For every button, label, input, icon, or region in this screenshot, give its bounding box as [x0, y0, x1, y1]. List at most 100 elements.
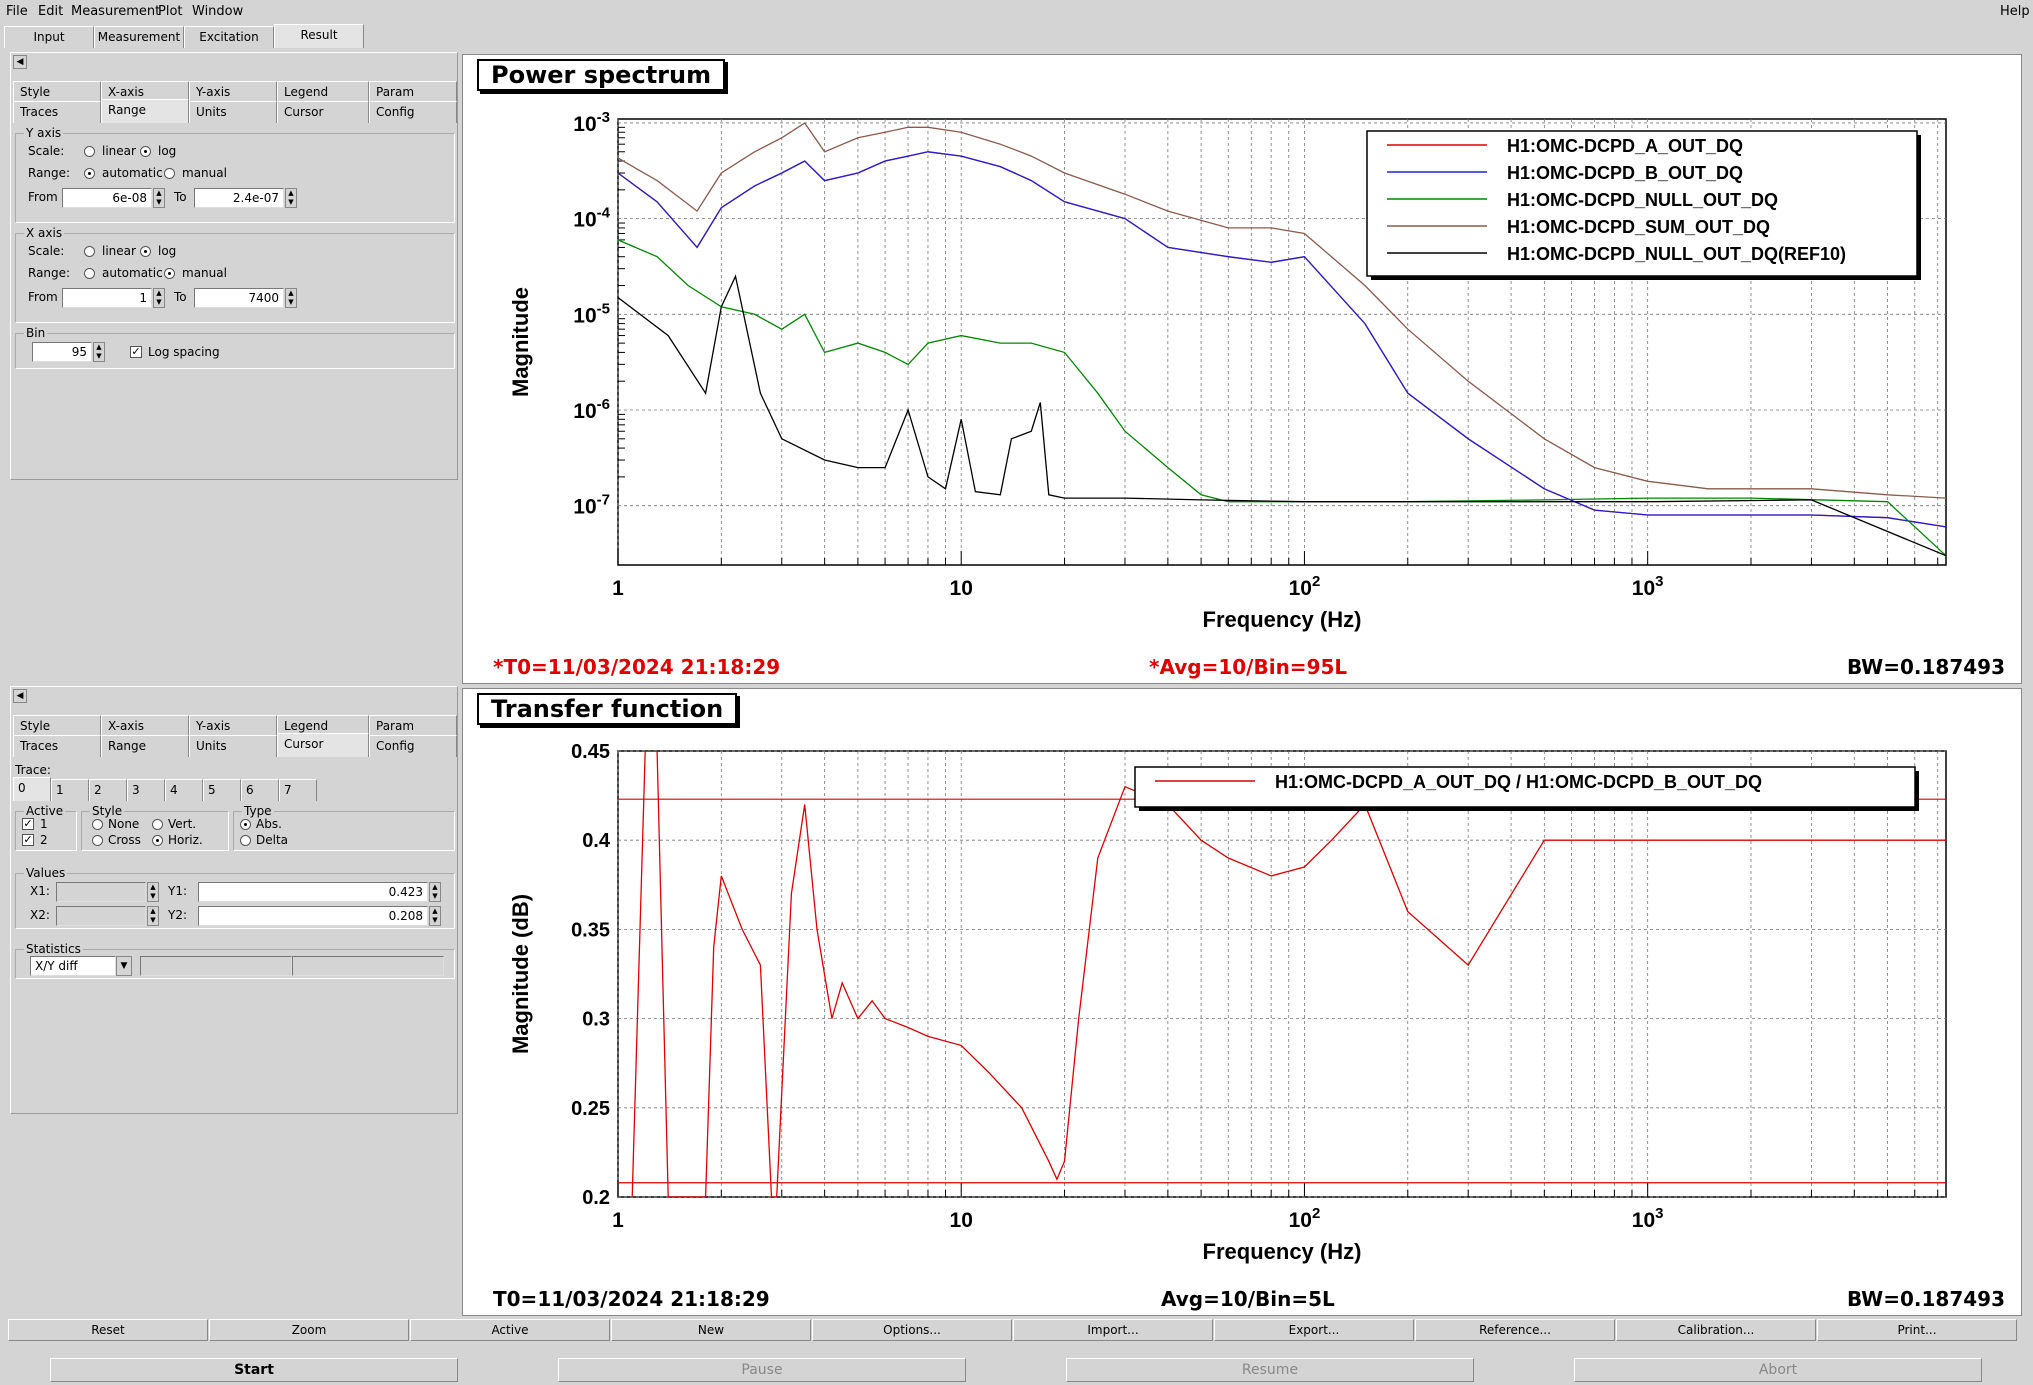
style-none-radio[interactable] — [92, 819, 103, 830]
statistics-group-title: Statistics — [24, 942, 83, 956]
tab-measurement[interactable]: Measurement — [94, 26, 184, 48]
style-horiz-radio[interactable] — [152, 835, 163, 846]
x-to-spinner[interactable]: ▲ ▼ — [285, 288, 297, 308]
tab-traces[interactable]: Traces — [13, 101, 101, 123]
y-from-spinner[interactable]: ▲ ▼ — [153, 188, 165, 208]
trace-tab-2[interactable]: 2 — [89, 779, 127, 801]
pause-button[interactable]: Pause — [558, 1358, 966, 1382]
statistics-value-1 — [140, 956, 292, 976]
y1-field[interactable]: 0.423 — [198, 882, 428, 902]
trace-tab-7[interactable]: 7 — [279, 779, 317, 801]
y-to-spinner[interactable]: ▲ ▼ — [285, 188, 297, 208]
zoom-button[interactable]: Zoom — [209, 1319, 409, 1341]
type-delta-radio[interactable] — [240, 835, 251, 846]
tab-style[interactable]: Style — [13, 715, 101, 737]
y-axis-group: Y axis Scale: linear log Range: automati… — [15, 126, 455, 223]
bin-spinner[interactable]: ▲ ▼ — [93, 342, 105, 362]
power-spectrum-chart[interactable]: 1 10 102 103 10-7 10-6 10-5 10-4 10-3 Frequency (… — [463, 55, 2023, 685]
tab-units[interactable]: Units — [189, 101, 277, 123]
y-range-manual-radio[interactable] — [164, 168, 175, 179]
transfer-function-plot[interactable]: 1 10 102 103 0.2 0.25 0.3 0.35 0.4 0.45 Frequency … — [462, 688, 2022, 1316]
x-from-spinner[interactable]: ▲ ▼ — [153, 288, 165, 308]
menu-plot[interactable]: Plot — [158, 4, 183, 19]
y1-spinner[interactable]: ▲ ▼ — [429, 882, 441, 902]
tab-result[interactable]: Result — [274, 24, 364, 48]
x-range-automatic-radio[interactable] — [84, 268, 95, 279]
trace-tab-4[interactable]: 4 — [165, 779, 203, 801]
y-scale-linear-radio[interactable] — [84, 146, 95, 157]
trace-tab-1[interactable]: 1 — [51, 779, 89, 801]
import-button[interactable]: Import... — [1013, 1319, 1213, 1341]
reset-button[interactable]: Reset — [8, 1319, 208, 1341]
x-tick-label: 102 — [1289, 1205, 1321, 1232]
calibration-button[interactable]: Calibration... — [1616, 1319, 1816, 1341]
transfer-function-chart[interactable]: 1 10 102 103 0.2 0.25 0.3 0.35 0.4 0.45 Frequency … — [463, 689, 2023, 1317]
tab-cursor[interactable]: Cursor — [277, 733, 369, 757]
menu-file[interactable]: File — [6, 4, 28, 19]
abort-button[interactable]: Abort — [1574, 1358, 1982, 1382]
tab-range[interactable]: Range — [101, 735, 189, 757]
y2-spinner[interactable]: ▲ ▼ — [429, 906, 441, 926]
statistics-select[interactable]: X/Y diff — [30, 956, 116, 976]
tab-style[interactable]: Style — [13, 81, 101, 103]
tab-cursor[interactable]: Cursor — [277, 101, 369, 123]
menu-help[interactable]: Help — [2000, 4, 2030, 19]
export-button[interactable]: Export... — [1214, 1319, 1414, 1341]
menu-measurement[interactable]: Measurement — [71, 4, 161, 19]
active-2-checkbox[interactable]: ✓ — [22, 833, 34, 846]
style-cross-label: Cross — [108, 833, 141, 847]
tab-config[interactable]: Config — [369, 101, 457, 123]
tab-legend[interactable]: Legend — [277, 715, 369, 737]
print-button[interactable]: Print... — [1817, 1319, 2017, 1341]
type-abs-radio[interactable] — [240, 819, 251, 830]
style-cross-radio[interactable] — [92, 835, 103, 846]
x-scale-linear-radio[interactable] — [84, 246, 95, 257]
bin-field[interactable]: 95 — [32, 342, 92, 362]
tab-input[interactable]: Input — [4, 26, 94, 48]
legend-box — [1134, 766, 1916, 808]
lower-options-panel: ◀ Style X-axis Y-axis Legend Param Trace… — [10, 686, 458, 1114]
y2-field[interactable]: 0.208 — [198, 906, 428, 926]
collapse-arrow-icon[interactable]: ◀ — [13, 689, 27, 703]
tab-param[interactable]: Param — [369, 715, 457, 737]
options-button[interactable]: Options... — [812, 1319, 1012, 1341]
tab-x-axis[interactable]: X-axis — [101, 81, 189, 103]
active-1-checkbox[interactable]: ✓ — [22, 817, 34, 830]
y-from-field[interactable]: 6e-08 — [62, 188, 152, 208]
x-scale-log-radio[interactable] — [140, 246, 151, 257]
trace-tab-5[interactable]: 5 — [203, 779, 241, 801]
tab-legend[interactable]: Legend — [277, 81, 369, 103]
start-button[interactable]: Start — [50, 1358, 458, 1382]
tab-x-axis[interactable]: X-axis — [101, 715, 189, 737]
x-from-field[interactable]: 1 — [62, 288, 152, 308]
active-button[interactable]: Active — [410, 1319, 610, 1341]
trace-tab-3[interactable]: 3 — [127, 779, 165, 801]
tab-y-axis[interactable]: Y-axis — [189, 715, 277, 737]
tab-excitation[interactable]: Excitation — [184, 26, 274, 48]
chevron-down-icon[interactable]: ▼ — [116, 956, 132, 976]
type-group: Type Abs. Delta — [233, 804, 455, 851]
collapse-arrow-icon[interactable]: ◀ — [13, 55, 27, 69]
y-range-automatic-radio[interactable] — [84, 168, 95, 179]
menu-window[interactable]: Window — [192, 4, 244, 19]
x-range-manual-radio[interactable] — [164, 268, 175, 279]
y-tick-label: 10-3 — [573, 109, 610, 136]
tab-range[interactable]: Range — [101, 99, 189, 123]
y-scale-log-radio[interactable] — [140, 146, 151, 157]
x-to-field[interactable]: 7400 — [194, 288, 284, 308]
resume-button[interactable]: Resume — [1066, 1358, 1474, 1382]
power-spectrum-plot[interactable]: 1 10 102 103 10-7 10-6 10-5 10-4 10-3 Frequency (… — [462, 54, 2022, 684]
tab-config[interactable]: Config — [369, 735, 457, 757]
log-spacing-checkbox[interactable]: ✓ — [130, 345, 142, 358]
y-to-field[interactable]: 2.4e-07 — [194, 188, 284, 208]
tab-y-axis[interactable]: Y-axis — [189, 81, 277, 103]
new-button[interactable]: New — [611, 1319, 811, 1341]
tab-param[interactable]: Param — [369, 81, 457, 103]
trace-tab-6[interactable]: 6 — [241, 779, 279, 801]
menu-edit[interactable]: Edit — [38, 4, 64, 19]
style-vert-radio[interactable] — [152, 819, 163, 830]
tab-traces[interactable]: Traces — [13, 735, 101, 757]
reference-button[interactable]: Reference... — [1415, 1319, 1615, 1341]
trace-tab-0[interactable]: 0 — [13, 777, 51, 801]
tab-units[interactable]: Units — [189, 735, 277, 757]
